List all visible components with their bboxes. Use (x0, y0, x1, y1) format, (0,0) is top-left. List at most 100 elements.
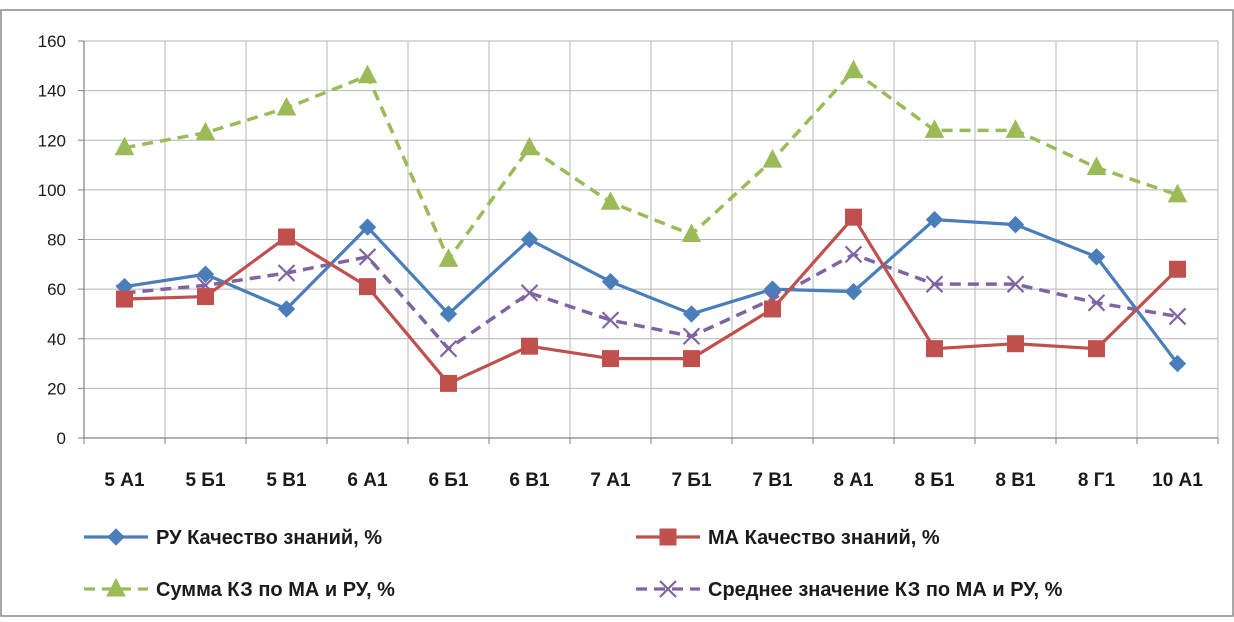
data-point-diamond (763, 280, 782, 298)
data-point-square (683, 350, 700, 368)
data-point-square (359, 278, 376, 296)
y-tick-label: 100 (38, 181, 66, 200)
data-point-diamond (358, 218, 377, 236)
axes (78, 40, 1219, 444)
legend-label: МА Качество знаний, % (708, 527, 940, 549)
data-point-square (521, 337, 538, 355)
x-tick-label: 8 Г1 (1078, 470, 1116, 491)
data-point-square (440, 374, 457, 392)
data-point-square (278, 228, 295, 246)
x-tick-label: 5 В1 (266, 470, 307, 491)
data-point-triangle (106, 577, 126, 597)
data-point-diamond (196, 265, 215, 283)
data-point-triangle (681, 223, 702, 243)
data-point-x (520, 284, 539, 302)
data-point-triangle (1005, 119, 1026, 138)
data-point-square (116, 290, 133, 308)
legend-item: Сумма КЗ по МА и РУ, % (84, 577, 395, 601)
data-point-x (844, 245, 863, 264)
data-point-triangle (1167, 183, 1188, 203)
data-point-square (926, 340, 943, 358)
data-point-triangle (438, 248, 459, 267)
data-point-diamond (601, 272, 620, 291)
data-point-diamond (682, 305, 701, 323)
data-point-triangle (762, 149, 783, 168)
series-line (124, 69, 1179, 262)
legend-label: Сумма КЗ по МА и РУ, % (156, 579, 395, 601)
data-point-x (682, 327, 701, 346)
x-tick-label: 6 В1 (509, 470, 550, 491)
x-tick-labels: 5 А1 5 Б1 5 В1 6 А1 6 Б1 6 В1 7 А1 7 Б1 7 В1 8 А1… (104, 470, 1203, 491)
x-tick-label: 8 А1 (833, 470, 874, 491)
data-point-diamond (439, 305, 458, 323)
data-point-square (1088, 340, 1105, 358)
series (114, 59, 1188, 392)
x-tick-label: 7 В1 (752, 470, 793, 491)
data-point-square (659, 528, 677, 546)
legend-label: Среднее значение КЗ по МА и РУ, % (708, 579, 1063, 601)
x-tick-label: 7 А1 (590, 470, 631, 491)
data-point-x (1006, 275, 1025, 293)
data-point-square (1007, 335, 1024, 353)
data-point-diamond (520, 230, 539, 249)
data-point-diamond (925, 210, 944, 229)
data-point-diamond (1087, 248, 1106, 266)
data-point-triangle (924, 119, 945, 138)
y-tick-label: 20 (47, 379, 66, 398)
data-point-square (764, 300, 781, 318)
data-point-x (925, 275, 944, 293)
data-point-triangle (357, 64, 378, 84)
data-point-square (197, 288, 214, 306)
data-point-diamond (277, 300, 296, 318)
y-tick-label: 80 (47, 231, 66, 250)
data-point-diamond (1168, 354, 1187, 373)
y-tick-label: 140 (38, 82, 66, 101)
data-point-x (1168, 307, 1187, 326)
legend-item: МА Качество знаний, % (636, 527, 940, 549)
data-point-diamond (844, 282, 863, 301)
data-point-x (1087, 293, 1106, 312)
legend-item: Среднее значение КЗ по МА и РУ, % (636, 579, 1063, 601)
x-tick-label: 5 А1 (104, 470, 145, 491)
data-point-x (659, 580, 677, 598)
data-point-triangle (519, 136, 540, 156)
data-point-triangle (195, 121, 216, 141)
legend-label: РУ Качество знаний, % (156, 527, 382, 549)
data-point-diamond (1006, 215, 1025, 234)
data-point-x (277, 264, 296, 282)
data-point-square (845, 208, 862, 226)
data-point-triangle (843, 59, 864, 79)
data-point-x (439, 339, 458, 358)
series-line (124, 215, 1179, 386)
data-point-square (1169, 260, 1186, 278)
series-1 (116, 208, 1186, 392)
data-point-square (602, 350, 619, 368)
x-tick-label: 6 Б1 (428, 470, 469, 491)
data-point-x (601, 311, 620, 329)
y-tick-labels: 0 20 40 60 80 100 120 140 160 (38, 32, 66, 448)
legend: РУ Качество знаний, % МА Качество знаний,… (84, 527, 1063, 601)
x-tick-label: 7 Б1 (671, 470, 712, 491)
data-point-triangle (1086, 156, 1107, 176)
x-tick-label: 6 А1 (347, 470, 388, 491)
x-tick-label: 8 В1 (995, 470, 1036, 491)
y-tick-label: 0 (57, 429, 66, 448)
x-tick-label: 10 А1 (1152, 470, 1203, 491)
data-point-triangle (600, 191, 621, 210)
legend-item: РУ Качество знаний, % (84, 527, 382, 549)
data-point-triangle (114, 136, 135, 156)
series-line (124, 218, 1179, 365)
series-2 (114, 59, 1188, 267)
x-tick-label: 8 Б1 (914, 470, 955, 491)
x-tick-label: 5 Б1 (185, 470, 226, 491)
y-tick-label: 160 (38, 32, 66, 51)
data-point-x (358, 248, 377, 266)
y-tick-label: 60 (47, 280, 66, 299)
series-0 (115, 210, 1187, 373)
data-point-triangle (276, 96, 297, 116)
y-tick-label: 40 (47, 330, 66, 349)
y-tick-label: 120 (38, 131, 66, 150)
data-point-diamond (107, 528, 125, 546)
